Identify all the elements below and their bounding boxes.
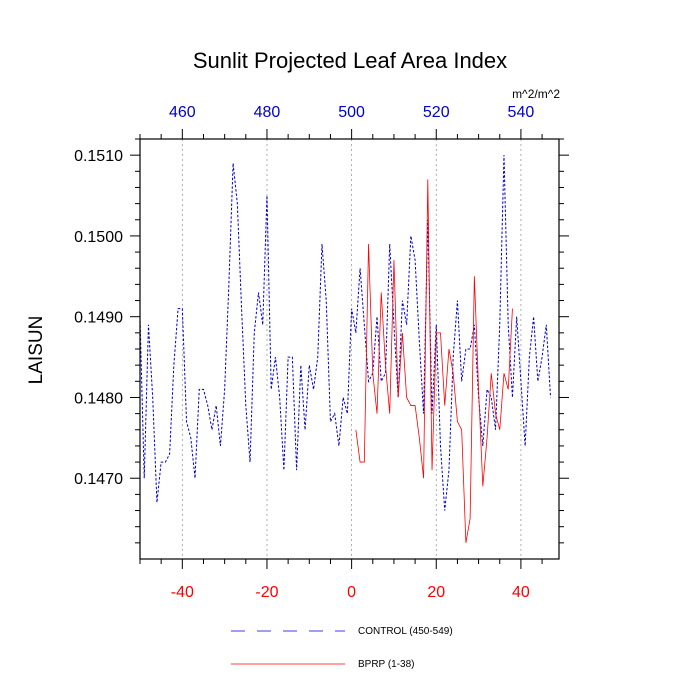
- x-top-tick-label: 520: [423, 104, 450, 121]
- y-tick-label: 0.1480: [74, 390, 123, 407]
- x-bottom-tick-label: 20: [427, 584, 445, 601]
- x-top-tick-label: 500: [338, 104, 365, 121]
- x-bottom-tick-label: -40: [171, 584, 194, 601]
- units-label: m^2/m^2: [512, 87, 560, 101]
- legend-label-control: CONTROL (450-549): [358, 626, 453, 637]
- x-axis-bottom: -40 -20 0 20 40: [139, 559, 543, 601]
- x-axis-top: 460 480 500 520 540: [139, 104, 543, 139]
- legend: CONTROL (450-549) BPRP (1-38): [231, 626, 453, 670]
- y-tick-label: 0.1510: [74, 148, 123, 165]
- y-axis: 0.1470 0.1480 0.1490 0.1500 0.1510: [74, 138, 569, 544]
- y-axis-label: LAISUN: [26, 316, 47, 385]
- y-tick-label: 0.1470: [74, 471, 123, 488]
- x-top-tick-label: 540: [508, 104, 535, 121]
- series-line-1: [355, 179, 513, 543]
- plot-area: [139, 155, 552, 543]
- x-bottom-tick-label: 0: [347, 584, 356, 601]
- y-tick-label: 0.1490: [74, 310, 123, 327]
- chart-title: Sunlit Projected Leaf Area Index: [193, 48, 507, 73]
- series-line-0: [139, 155, 552, 511]
- grid-lines: [181, 139, 522, 559]
- y-tick-label: 0.1500: [74, 229, 123, 246]
- plot-frame: [139, 138, 560, 560]
- legend-label-bprp: BPRP (1-38): [358, 659, 415, 670]
- x-top-tick-label: 460: [169, 104, 196, 121]
- x-bottom-tick-label: 40: [512, 584, 530, 601]
- x-bottom-tick-label: -20: [255, 584, 278, 601]
- x-top-tick-label: 480: [254, 104, 281, 121]
